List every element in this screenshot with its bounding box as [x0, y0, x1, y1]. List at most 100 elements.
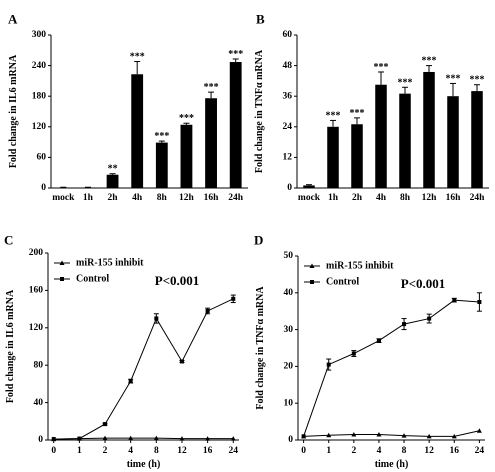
panel-label: C: [4, 233, 13, 248]
data-point: [102, 435, 108, 441]
y-axis-label: Fold change in IL6 mRNA: [8, 54, 19, 168]
data-point: [77, 436, 82, 441]
x-tick-label: 16: [450, 446, 460, 456]
legend-label: Control: [326, 276, 359, 287]
x-tick-label: 4h: [376, 193, 387, 203]
x-tick-label: 2: [351, 446, 356, 456]
x-tick-label: 12h: [422, 193, 438, 203]
x-tick-label: 8: [154, 446, 159, 456]
bar: [375, 84, 387, 188]
x-tick-label: 12: [424, 446, 434, 456]
significance-label: ***: [179, 113, 194, 124]
data-point: [153, 435, 159, 441]
data-point: [231, 296, 236, 301]
bar: [180, 124, 193, 188]
data-point: [351, 351, 356, 356]
y-tick-label: 300: [32, 30, 47, 40]
data-point: [452, 298, 457, 303]
y-tick-label: 120: [32, 122, 47, 132]
significance-label: ***: [374, 62, 389, 73]
significance-label: ***: [130, 52, 145, 63]
x-tick-label: 8: [402, 446, 407, 456]
x-tick-label: 4: [128, 446, 133, 456]
bar: [155, 142, 168, 188]
y-tick-label: 60: [283, 30, 293, 40]
bar: [82, 187, 94, 188]
x-tick-label: 1h: [328, 193, 339, 203]
data-point: [205, 436, 211, 441]
bar: [229, 62, 242, 188]
x-tick-label: mock: [52, 193, 75, 203]
x-tick-label: 0: [301, 446, 306, 456]
y-axis-label: Fold change in IL6 mRNA: [5, 289, 16, 403]
p-value-annotation: P<0.001: [155, 273, 200, 288]
y-tick-label: 10: [284, 398, 294, 408]
x-tick-label: 12h: [179, 193, 195, 203]
legend-label: miR-155 inhibit: [326, 260, 394, 271]
series-line: [303, 299, 480, 437]
data-point: [128, 435, 134, 441]
series-line: [303, 430, 480, 437]
y-tick-label: 180: [32, 91, 47, 101]
legend-marker: [60, 277, 64, 281]
data-point: [427, 316, 432, 321]
data-point: [301, 434, 306, 439]
significance-label: ***: [204, 82, 219, 93]
y-axis-label: Fold change in TNFα mRNA: [255, 286, 266, 410]
y-tick-label: 0: [41, 183, 46, 193]
x-tick-label: 12: [177, 446, 187, 456]
panel-label: A: [8, 12, 18, 27]
x-tick-label: 1: [326, 446, 331, 456]
data-point: [179, 359, 184, 364]
y-axis-label: Fold change in TNFα mRNA: [254, 49, 265, 173]
series-line: [53, 298, 234, 440]
legend-marker: [310, 280, 314, 284]
data-point: [326, 362, 331, 367]
x-tick-label: 1: [77, 446, 82, 456]
data-point: [154, 316, 159, 321]
data-point: [451, 433, 457, 439]
data-point: [326, 432, 332, 438]
bar: [351, 124, 363, 188]
data-point: [476, 428, 482, 433]
data-point: [376, 338, 381, 343]
bar: [131, 74, 144, 188]
p-value-annotation: P<0.001: [401, 276, 446, 291]
legend-marker: [309, 263, 315, 268]
data-point: [401, 433, 407, 438]
legend-label: miR-155 inhibit: [76, 257, 144, 268]
y-tick-label: 30: [284, 325, 294, 335]
x-tick-label: 24: [475, 446, 485, 456]
x-tick-label: 4h: [132, 193, 143, 203]
x-tick-label: 2: [103, 446, 108, 456]
x-tick-label: 4: [377, 446, 382, 456]
x-tick-label: 8h: [157, 193, 168, 203]
x-tick-label: 16h: [446, 193, 462, 203]
x-tick-label: 1h: [83, 193, 94, 203]
bar: [399, 93, 411, 188]
significance-label: ***: [154, 131, 169, 142]
data-point: [477, 300, 482, 304]
series-line: [53, 437, 234, 440]
significance-label: ***: [228, 49, 243, 60]
bar: [57, 187, 70, 188]
data-point: [128, 379, 133, 384]
bar: [205, 98, 217, 188]
significance-label: ***: [470, 75, 485, 86]
bar: [303, 185, 315, 188]
bar: [447, 96, 459, 188]
data-point: [351, 431, 357, 437]
data-point: [230, 436, 236, 441]
bar: [106, 174, 119, 188]
y-tick-label: 40: [34, 398, 44, 408]
x-axis-label: time (h): [127, 459, 161, 470]
y-tick-label: 48: [283, 61, 293, 71]
significance-label: **: [108, 164, 118, 175]
x-tick-label: 0: [51, 446, 56, 456]
bar: [327, 126, 339, 188]
y-tick-label: 0: [38, 435, 43, 445]
data-point: [103, 422, 108, 427]
panel-C: C 0 40 80 120 160 200 Fold change in IL6 mRNA 0 1…: [4, 233, 239, 470]
